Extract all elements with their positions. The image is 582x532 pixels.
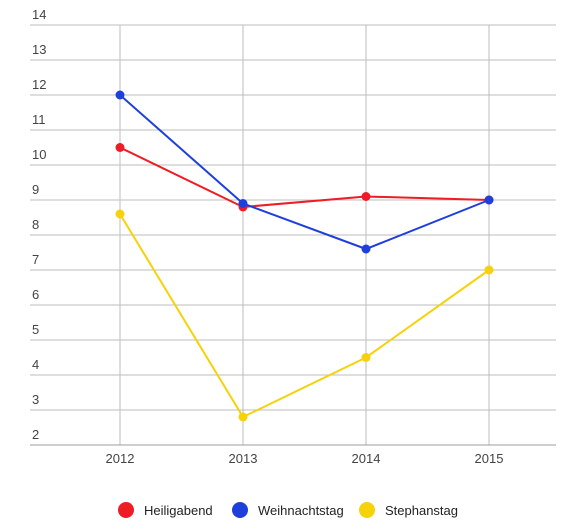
- y-tick-label: 4: [32, 357, 39, 372]
- data-point[interactable]: [361, 192, 371, 201]
- legend-swatch: [359, 502, 375, 518]
- data-point[interactable]: [115, 143, 125, 152]
- y-tick-label: 13: [32, 42, 46, 57]
- x-tick-label: 2012: [106, 451, 135, 466]
- series-heiligabend: [115, 143, 494, 212]
- series-stephanstag: [115, 209, 494, 422]
- legend-item[interactable]: Weihnachtstag: [232, 502, 344, 518]
- y-tick-label: 10: [32, 147, 46, 162]
- y-tick-label: 12: [32, 77, 46, 92]
- y-tick-label: 9: [32, 182, 39, 197]
- series-line: [119, 146, 490, 209]
- x-tick-label: 2014: [352, 451, 381, 466]
- legend-label: Weihnachtstag: [258, 503, 344, 518]
- legend-swatch: [232, 502, 248, 518]
- y-axis-ticks: 2 3 4 5 6 7 8 9 10 11 12 13 14: [32, 7, 46, 442]
- legend: Heiligabend Weihnachtstag Stephanstag: [118, 502, 458, 518]
- series-line: [119, 94, 490, 251]
- y-tick-label: 2: [32, 427, 39, 442]
- data-point[interactable]: [238, 412, 248, 422]
- legend-label: Stephanstag: [385, 503, 458, 518]
- x-tick-label: 2013: [229, 451, 258, 466]
- series-weihnachtstag: [115, 90, 494, 254]
- data-point[interactable]: [361, 353, 371, 362]
- legend-item[interactable]: Heiligabend: [118, 502, 213, 518]
- series-layer: [115, 90, 494, 422]
- legend-item[interactable]: Stephanstag: [359, 502, 458, 518]
- data-point[interactable]: [115, 209, 125, 219]
- legend-swatch: [118, 502, 134, 518]
- y-tick-label: 6: [32, 287, 39, 302]
- data-point[interactable]: [238, 199, 248, 208]
- y-tick-label: 14: [32, 7, 46, 22]
- data-point[interactable]: [361, 244, 371, 254]
- data-point[interactable]: [115, 90, 125, 100]
- series-line: [119, 213, 490, 419]
- y-tick-label: 8: [32, 217, 39, 232]
- x-tick-label: 2015: [475, 451, 504, 466]
- y-tick-label: 7: [32, 252, 39, 267]
- data-point[interactable]: [484, 265, 494, 275]
- x-axis-ticks: 2012 2013 2014 2015: [106, 451, 504, 466]
- data-point[interactable]: [484, 195, 494, 205]
- grid-lines: [30, 24, 556, 446]
- legend-label: Heiligabend: [144, 503, 213, 518]
- y-tick-label: 5: [32, 322, 39, 337]
- y-tick-label: 11: [32, 112, 46, 127]
- y-tick-label: 3: [32, 392, 39, 407]
